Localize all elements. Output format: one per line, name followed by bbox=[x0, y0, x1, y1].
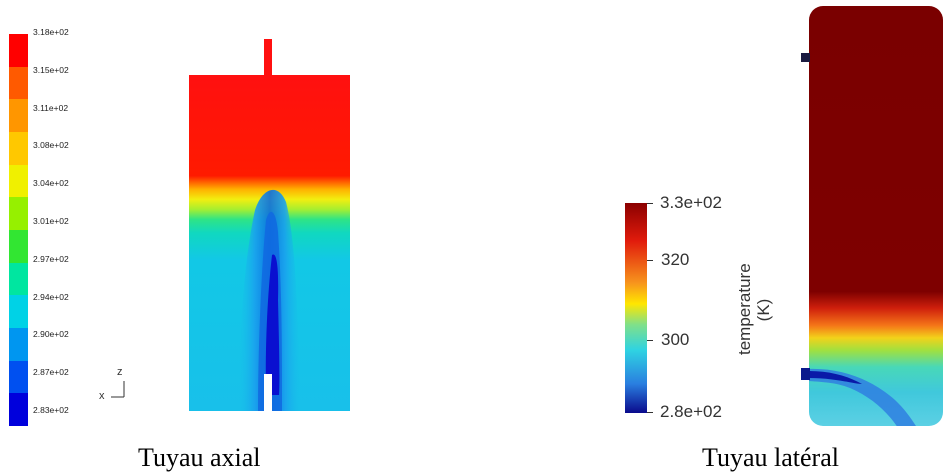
left-colorbar-label: 3.01e+02 bbox=[33, 216, 69, 226]
left-colorbar-label: 3.04e+02 bbox=[33, 178, 69, 189]
right-colorbar-tick bbox=[647, 260, 653, 261]
left-colorbar-label: 3.11e+02 bbox=[33, 102, 69, 113]
axial-inlet-gap bbox=[264, 374, 272, 411]
caption-lateral: Tuyau latéral bbox=[702, 443, 839, 472]
right-colorbar bbox=[625, 203, 647, 413]
lateral-inlet-pipe bbox=[801, 368, 810, 380]
left-colorbar-segment bbox=[9, 262, 28, 296]
left-colorbar-segment bbox=[9, 132, 28, 166]
left-colorbar-segment bbox=[9, 393, 28, 427]
right-tick-label: 2.8e+02 bbox=[660, 402, 722, 421]
axial-top-pipe bbox=[264, 39, 272, 77]
right-colorbar-tick bbox=[647, 412, 653, 413]
axis-x-label: x bbox=[99, 390, 105, 402]
right-tick-label: 300 bbox=[661, 330, 690, 349]
right-colorbar-tick bbox=[647, 203, 653, 204]
right-tick-label: 3.3e+02 bbox=[660, 193, 722, 212]
left-colorbar-label: 2.97e+02 bbox=[33, 253, 69, 264]
left-colorbar-segment bbox=[9, 66, 28, 100]
left-colorbar-label: 2.94e+02 bbox=[33, 291, 69, 302]
left-colorbar-label: 2.83e+02 bbox=[33, 405, 69, 415]
left-colorbar-segment bbox=[9, 295, 28, 329]
left-colorbar-segment bbox=[9, 164, 28, 198]
right-tick-label: 320 bbox=[661, 250, 690, 269]
left-colorbar bbox=[9, 34, 28, 427]
left-colorbar-segment bbox=[9, 34, 28, 68]
left-colorbar-label: 2.90e+02 bbox=[33, 329, 69, 340]
left-colorbar-label: 2.87e+02 bbox=[33, 367, 69, 378]
lateral-tank-body bbox=[809, 6, 943, 426]
left-colorbar-segment bbox=[9, 230, 28, 264]
right-colorbar-tick bbox=[647, 340, 653, 341]
left-colorbar-segment bbox=[9, 328, 28, 362]
left-colorbar-label: 3.08e+02 bbox=[33, 140, 69, 151]
left-colorbar-segment bbox=[9, 99, 28, 133]
left-colorbar-label: 3.18e+02 bbox=[33, 27, 69, 37]
left-colorbar-segment bbox=[9, 360, 28, 394]
lateral-outlet-pipe bbox=[801, 53, 810, 62]
left-colorbar-segment bbox=[9, 197, 28, 231]
lateral-cold-jet bbox=[809, 368, 925, 426]
axis-z-label: z bbox=[117, 366, 123, 378]
caption-axial: Tuyau axial bbox=[138, 443, 261, 472]
left-colorbar-label: 3.15e+02 bbox=[33, 64, 69, 75]
